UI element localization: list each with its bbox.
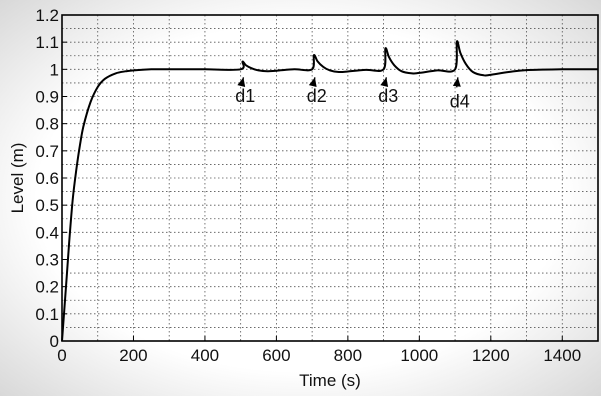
y-axis-title: Level (m) [8,143,27,214]
y-tick-label: 1.2 [35,6,59,25]
annotation-arrow-head [380,77,389,88]
x-tick-label: 800 [334,346,362,365]
annotation-label: d2 [307,86,327,106]
annotations: d1 d2 d3 d4 [235,77,470,111]
y-tick-label: 0.1 [35,305,59,324]
annotation-arrow-head [308,77,317,88]
y-tick-label: 0.7 [35,142,59,161]
annotation-label: d3 [378,86,398,106]
series-layer [61,40,599,342]
x-axis-title: Time (s) [299,371,361,390]
annotation-label: d4 [450,91,470,111]
y-tick-label: 0.3 [35,251,59,270]
x-tick-label: 0 [57,346,66,365]
annotation-arrow-head [237,77,246,88]
y-tick-label: 0 [50,332,59,351]
y-tick-label: 0.2 [35,278,59,297]
y-tick-label: 0.5 [35,196,59,215]
y-tick-label: 0.8 [35,115,59,134]
x-tick-label: 1200 [472,346,510,365]
grid [62,15,598,341]
annotation-label: d1 [235,86,255,106]
y-tick-label: 0.9 [35,88,59,107]
x-tick-label: 600 [262,346,290,365]
axis-ticks: 0 200 400 600 800 1000 1200 1400 0 0.1 0.2 0.3 0.4 0.… [35,6,581,365]
x-tick-label: 400 [191,346,219,365]
x-tick-label: 200 [119,346,147,365]
y-tick-label: 0.4 [35,223,59,242]
annotation-arrow-head [452,77,461,87]
x-tick-label: 1000 [400,346,438,365]
level-series-line [61,40,599,342]
y-tick-label: 1.1 [35,33,59,52]
y-tick-label: 1 [50,60,59,79]
y-tick-label: 0.6 [35,169,59,188]
x-tick-label: 1400 [543,346,581,365]
